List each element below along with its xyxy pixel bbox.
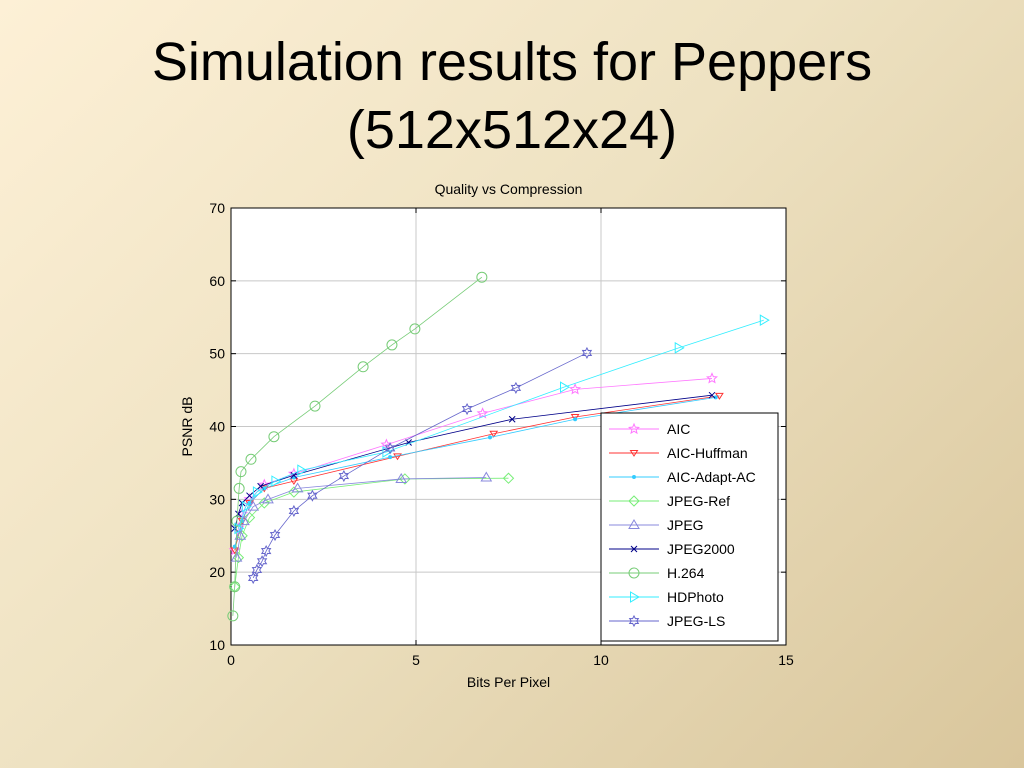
marker — [241, 500, 252, 513]
marker — [393, 453, 402, 461]
marker — [461, 402, 473, 416]
marker — [409, 323, 421, 335]
legend-label: AIC-Adapt-AC — [667, 469, 756, 485]
x-tick-label: 10 — [593, 652, 609, 668]
marker — [384, 442, 396, 455]
marker — [307, 489, 318, 502]
marker — [628, 495, 640, 507]
marker — [759, 314, 770, 327]
x-tick-label: 15 — [778, 652, 794, 668]
marker — [245, 453, 257, 465]
marker — [399, 473, 411, 485]
y-tick-label: 50 — [209, 346, 225, 362]
y-tick-label: 20 — [209, 564, 225, 580]
marker — [480, 471, 493, 482]
marker — [714, 392, 724, 400]
legend-label: AIC — [667, 421, 690, 437]
marker — [243, 511, 256, 524]
marker — [230, 551, 243, 562]
marker — [246, 492, 253, 500]
marker — [288, 504, 300, 518]
marker — [628, 519, 640, 529]
marker — [632, 475, 636, 479]
marker — [489, 430, 499, 438]
legend-label: AIC-Huffman — [667, 445, 748, 461]
marker — [476, 407, 489, 419]
marker — [674, 341, 685, 354]
series-line — [238, 319, 764, 529]
marker — [395, 472, 408, 483]
x-tick-label: 0 — [227, 652, 235, 668]
legend-label: JPEG — [667, 517, 704, 533]
legend-label: HDPhoto — [667, 589, 724, 605]
marker — [235, 466, 247, 478]
marker — [234, 529, 247, 540]
marker — [628, 614, 640, 628]
marker — [251, 563, 263, 577]
marker — [258, 497, 271, 509]
marker — [290, 471, 298, 479]
marker — [628, 422, 640, 435]
marker — [262, 493, 274, 504]
y-tick-label: 10 — [209, 637, 225, 653]
marker — [388, 455, 393, 460]
marker — [247, 571, 259, 585]
marker — [252, 486, 263, 498]
marker — [629, 450, 639, 457]
marker — [630, 591, 640, 603]
marker — [628, 567, 640, 579]
marker — [488, 435, 492, 440]
marker — [510, 381, 522, 394]
marker — [288, 486, 300, 498]
marker — [231, 515, 243, 527]
series-line — [236, 477, 487, 558]
marker — [234, 522, 245, 535]
marker — [297, 464, 308, 477]
slide-title: Simulation results for Peppers (512x512x… — [151, 32, 873, 160]
y-tick-label: 60 — [209, 273, 225, 289]
plot-frame — [230, 207, 787, 646]
x-tick-label: 5 — [412, 652, 420, 668]
marker — [502, 472, 515, 484]
marker — [570, 414, 580, 421]
marker — [247, 500, 260, 511]
marker — [229, 581, 241, 593]
chart-title: Quality vs Compression — [435, 181, 583, 197]
legend-label: JPEG-LS — [667, 613, 725, 629]
y-tick-label: 30 — [209, 491, 225, 507]
marker — [708, 391, 716, 399]
series-line — [252, 352, 588, 579]
marker — [569, 383, 582, 395]
marker — [386, 339, 398, 351]
marker — [357, 361, 369, 373]
marker — [560, 381, 570, 394]
marker — [233, 482, 245, 494]
legend-label: JPEG-Ref — [667, 493, 730, 509]
x-axis-label: Bits Per Pixel — [467, 674, 550, 690]
marker — [291, 482, 304, 493]
marker — [630, 545, 638, 553]
y-tick-label: 70 — [209, 200, 225, 216]
legend-label: H.264 — [667, 565, 705, 581]
marker — [508, 415, 516, 423]
marker — [260, 544, 272, 558]
marker — [227, 610, 239, 622]
marker — [338, 469, 350, 483]
marker — [476, 271, 488, 283]
marker — [271, 475, 282, 487]
y-axis-label: PSNR dB — [179, 397, 195, 457]
legend-label: JPEG2000 — [667, 541, 735, 557]
marker — [581, 346, 593, 360]
marker — [269, 528, 281, 542]
marker — [573, 417, 578, 422]
marker — [309, 400, 321, 412]
marker — [268, 431, 280, 443]
marker — [256, 555, 268, 568]
marker — [706, 372, 718, 384]
y-tick-label: 40 — [209, 419, 225, 435]
